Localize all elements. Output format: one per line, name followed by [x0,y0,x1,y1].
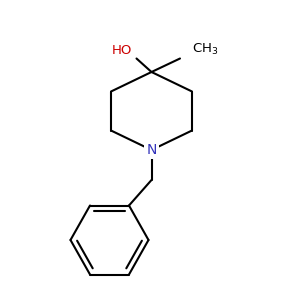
Text: CH$_3$: CH$_3$ [192,42,218,57]
Text: HO: HO [111,44,132,58]
Text: N: N [146,143,157,157]
